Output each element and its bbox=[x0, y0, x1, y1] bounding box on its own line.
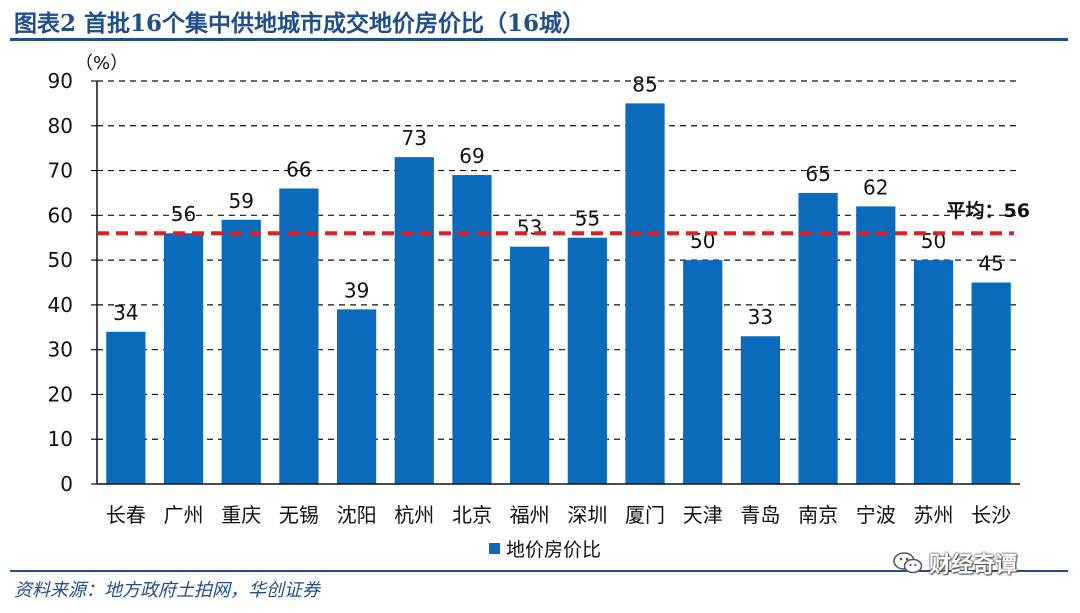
x-tick-label: 厦门 bbox=[625, 503, 665, 527]
y-tick-label: 80 bbox=[48, 114, 73, 138]
bar-5 bbox=[336, 309, 377, 484]
data-label: 55 bbox=[575, 207, 600, 231]
x-tick-label: 福州 bbox=[510, 503, 550, 527]
bar-12 bbox=[740, 336, 781, 484]
bar-6 bbox=[394, 157, 434, 484]
bar-16 bbox=[971, 282, 1011, 484]
bar-10 bbox=[625, 103, 665, 484]
y-tick-label: 90 bbox=[48, 69, 73, 93]
x-tick-label: 天津 bbox=[683, 503, 723, 527]
title-divider bbox=[10, 38, 1068, 41]
legend: 地价房价比 bbox=[489, 539, 601, 561]
bar-2 bbox=[163, 233, 204, 484]
legend-label: 地价房价比 bbox=[506, 539, 601, 561]
wechat-icon bbox=[893, 552, 923, 574]
bar-13 bbox=[798, 192, 838, 484]
data-label: 56 bbox=[171, 202, 196, 226]
x-tick-label: 重庆 bbox=[221, 503, 261, 527]
data-label: 73 bbox=[402, 126, 427, 150]
bar-14 bbox=[856, 206, 896, 484]
legend-swatch bbox=[489, 543, 500, 554]
x-tick-label: 无锡 bbox=[279, 503, 319, 527]
data-label: 62 bbox=[863, 175, 888, 199]
data-label: 66 bbox=[286, 157, 311, 181]
x-tick-label: 广州 bbox=[164, 503, 204, 527]
average-label: 平均：56 bbox=[947, 199, 1030, 222]
x-tick-label: 宁波 bbox=[856, 503, 896, 527]
data-label: 69 bbox=[459, 144, 484, 168]
x-tick-label: 南京 bbox=[798, 503, 838, 527]
axes: 0 10 20 30 40 50 60 70 80 90（%） 长春 广州 重庆 无锡 沈阳 杭州 北京 福州 深圳… bbox=[48, 53, 1020, 527]
bar-1 bbox=[106, 331, 146, 484]
y-tick-label: 30 bbox=[48, 338, 73, 362]
data-label: 39 bbox=[344, 278, 369, 302]
x-tick-label: 沈阳 bbox=[337, 503, 377, 527]
data-label: 34 bbox=[113, 301, 138, 325]
bars bbox=[106, 103, 1011, 485]
average-line-group: 平均：56 bbox=[97, 199, 1030, 236]
x-tick-label: 杭州 bbox=[394, 503, 434, 527]
bar-9 bbox=[567, 237, 607, 484]
watermark: 财经奇谭 bbox=[893, 548, 1017, 578]
y-tick-label: 60 bbox=[48, 203, 73, 227]
bar-15 bbox=[913, 260, 954, 484]
bar-11 bbox=[683, 260, 723, 484]
y-axis-label: （%） bbox=[75, 53, 128, 74]
data-label: 45 bbox=[978, 252, 1003, 276]
bar-8 bbox=[510, 246, 550, 484]
x-tick-label: 深圳 bbox=[567, 503, 607, 527]
bar-3 bbox=[221, 219, 261, 485]
x-tick-label: 长沙 bbox=[971, 503, 1011, 527]
y-tick-label: 40 bbox=[48, 293, 73, 317]
data-label: 65 bbox=[805, 162, 830, 186]
y-tick-label: 10 bbox=[48, 427, 73, 451]
data-label: 85 bbox=[632, 72, 657, 96]
x-tick-label: 苏州 bbox=[913, 503, 953, 527]
x-tick-label: 青岛 bbox=[740, 503, 780, 527]
footer-divider bbox=[10, 570, 1068, 572]
x-tick-label: 长春 bbox=[106, 503, 146, 527]
y-tick-label: 50 bbox=[48, 248, 73, 272]
x-tick-label: 北京 bbox=[452, 503, 492, 527]
source-note: 资料来源：地方政府土拍网，华创证券 bbox=[14, 580, 320, 601]
figure-title: 图表2 首批16个集中供地城市成交地价房价比（16城） bbox=[14, 10, 586, 37]
data-label: 59 bbox=[228, 189, 253, 213]
watermark-text: 财经奇谭 bbox=[929, 553, 1018, 578]
data-label: 53 bbox=[517, 216, 542, 240]
bar-7 bbox=[452, 175, 492, 485]
y-tick-label: 0 bbox=[60, 472, 73, 496]
data-label: 33 bbox=[748, 305, 773, 329]
y-tick-label: 70 bbox=[48, 159, 73, 183]
y-tick-label: 20 bbox=[48, 382, 73, 406]
bar-4 bbox=[279, 188, 319, 484]
